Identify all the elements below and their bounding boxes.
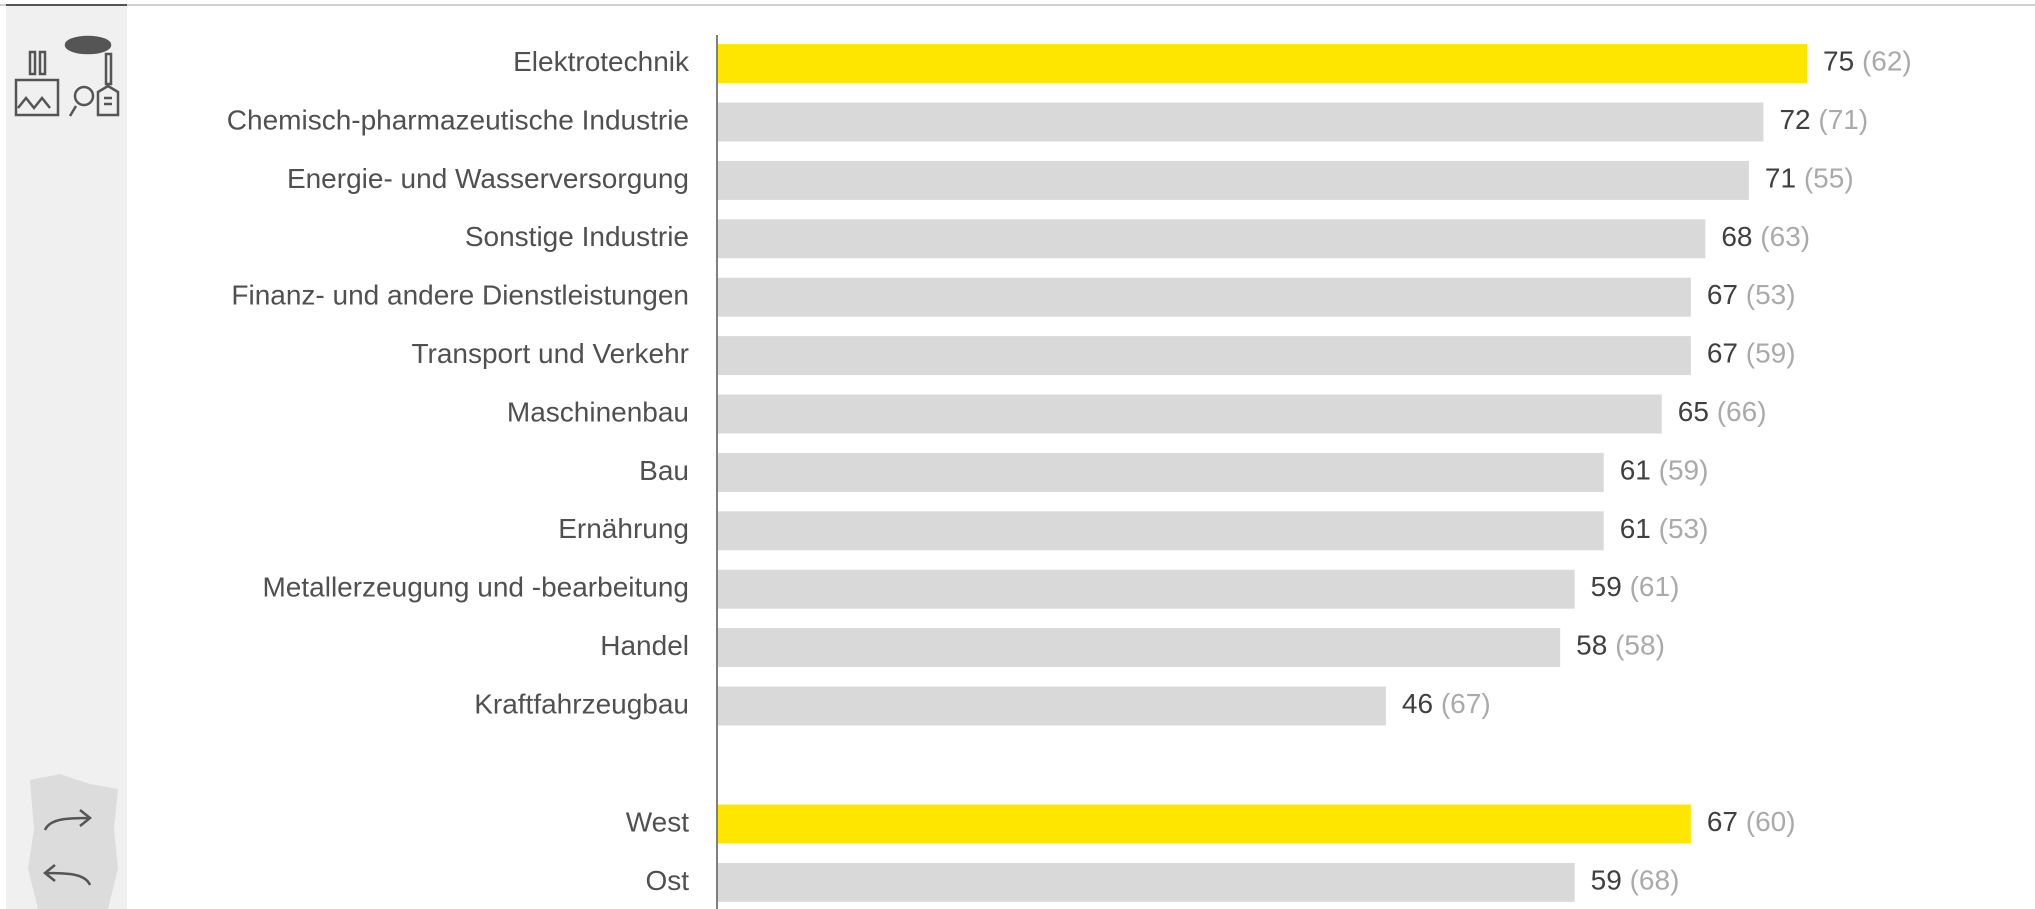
- bar: [718, 336, 1691, 376]
- bar: [718, 511, 1604, 551]
- bar: [718, 804, 1691, 844]
- category-label: Metallerzeugung und -bearbeitung: [262, 572, 689, 603]
- value: 61: [1620, 513, 1651, 544]
- bar: [718, 628, 1561, 668]
- previous-value: (53): [1659, 513, 1709, 544]
- category-label: West: [626, 806, 689, 837]
- category-label: Finanz- und andere Dienstleistungen: [231, 280, 689, 311]
- value-label: 61 (53): [1620, 513, 1709, 544]
- previous-value: (55): [1804, 163, 1854, 194]
- sidebar: [6, 6, 127, 909]
- previous-value: (68): [1630, 865, 1680, 896]
- value-label: 67 (60): [1707, 806, 1796, 837]
- category-label: Transport und Verkehr: [411, 338, 689, 369]
- previous-value: (63): [1760, 221, 1810, 252]
- value-label: 46 (67): [1402, 688, 1491, 719]
- value-label: 67 (53): [1707, 280, 1796, 311]
- category-label: Ost: [645, 865, 689, 896]
- value-label: 58 (58): [1576, 630, 1665, 661]
- germany-map: [28, 774, 118, 909]
- previous-value: (62): [1862, 46, 1912, 77]
- value: 75: [1823, 46, 1854, 77]
- value: 68: [1721, 221, 1752, 252]
- value-label: 68 (63): [1721, 221, 1810, 252]
- value: 46: [1402, 688, 1433, 719]
- previous-value: (60): [1746, 806, 1796, 837]
- previous-value: (53): [1746, 280, 1796, 311]
- bar: [718, 160, 1749, 200]
- value-label: 59 (61): [1591, 572, 1680, 603]
- previous-value: (67): [1441, 688, 1491, 719]
- previous-value: (61): [1630, 572, 1680, 603]
- bar: [718, 686, 1386, 726]
- value: 59: [1591, 572, 1622, 603]
- category-label: Sonstige Industrie: [465, 221, 689, 252]
- category-label: Bau: [639, 455, 689, 486]
- value: 67: [1707, 338, 1738, 369]
- value: 67: [1707, 280, 1738, 311]
- value-label: 67 (59): [1707, 338, 1796, 369]
- category-label: Chemisch-pharmazeutische Industrie: [227, 104, 689, 135]
- previous-value: (59): [1746, 338, 1796, 369]
- category-label: Energie- und Wasserversorgung: [287, 163, 689, 194]
- value-label: 61 (59): [1620, 455, 1709, 486]
- industry-icon: [14, 35, 120, 117]
- value-label: 71 (55): [1765, 163, 1854, 194]
- value-label: 72 (71): [1779, 104, 1868, 135]
- value: 61: [1620, 455, 1651, 486]
- bar: [718, 44, 1807, 84]
- bar: [718, 394, 1662, 434]
- previous-value: (66): [1717, 396, 1767, 427]
- value: 67: [1707, 806, 1738, 837]
- bar: [718, 569, 1575, 609]
- category-label: Maschinenbau: [507, 396, 689, 427]
- value-label: 75 (62): [1823, 46, 1912, 77]
- bar: [718, 219, 1706, 259]
- category-label: Kraftfahrzeugbau: [474, 688, 689, 719]
- category-label: Handel: [600, 630, 689, 661]
- value: 58: [1576, 630, 1607, 661]
- value: 71: [1765, 163, 1796, 194]
- bar: [718, 452, 1604, 492]
- previous-value: (59): [1659, 455, 1709, 486]
- value: 59: [1591, 865, 1622, 896]
- arrows-icon: [42, 809, 93, 886]
- previous-value: (58): [1615, 630, 1665, 661]
- category-label: Elektrotechnik: [513, 46, 690, 77]
- category-label: Ernährung: [558, 513, 689, 544]
- value-label: 65 (66): [1678, 396, 1767, 427]
- value: 65: [1678, 396, 1709, 427]
- value: 72: [1779, 104, 1810, 135]
- bar: [718, 277, 1691, 317]
- value-label: 59 (68): [1591, 865, 1680, 896]
- previous-value: (71): [1818, 104, 1868, 135]
- bar: [718, 862, 1575, 902]
- bar: [718, 102, 1764, 142]
